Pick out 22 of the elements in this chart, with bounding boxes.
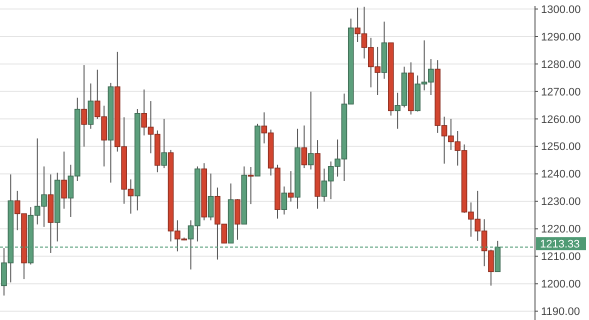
y-tick-label: 1250.00: [541, 141, 581, 154]
y-tick-label: 1270.00: [541, 86, 581, 98]
y-tick-label: 1280.00: [541, 58, 581, 71]
y-tick-label: 1190.00: [541, 306, 580, 318]
candlestick: [281, 186, 288, 216]
ref-line-label: 1213.33: [540, 238, 580, 250]
candlestick: [88, 82, 94, 130]
candlestick: [208, 173, 214, 221]
candlestick: [288, 170, 294, 202]
y-tick-label: 1300.00: [541, 4, 581, 16]
y-tick-label: 1220.00: [541, 224, 581, 236]
candlestick: [81, 64, 87, 148]
candlestick: [301, 125, 308, 169]
y-tick-label: 1210.00: [541, 251, 581, 264]
y-tick-label: 1240.00: [541, 168, 581, 181]
y-tick-label: 1290.00: [541, 31, 581, 44]
candlestick: [61, 151, 67, 210]
y-tick-label: 1260.00: [541, 114, 581, 126]
candlestick: [308, 91, 314, 170]
candlestick: [161, 118, 167, 169]
y-tick-label: 1230.00: [541, 196, 581, 208]
y-tick-label: 1200.00: [541, 278, 581, 291]
